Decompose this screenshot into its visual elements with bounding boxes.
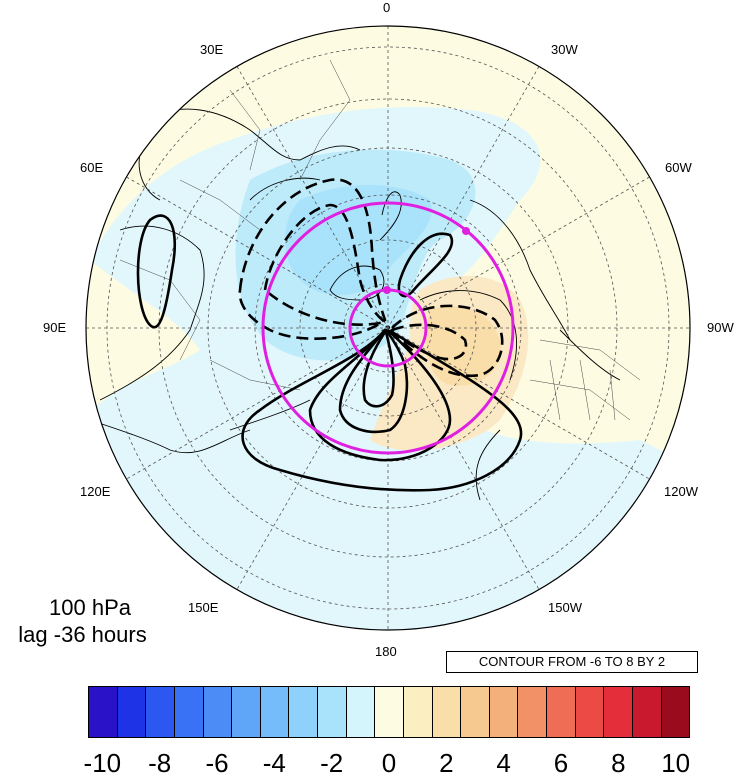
colorbar-tick-label: -4: [262, 748, 286, 778]
polar-map: -2: [85, 25, 691, 631]
highlight-outer-ring: [261, 201, 515, 455]
contour-positive-south-outer: [241, 328, 523, 492]
lon-label-90w: 90W: [707, 320, 734, 335]
contour-positive-south-core: [362, 330, 395, 408]
colorbar-tick-label: 0: [381, 748, 397, 778]
contour-info-box: CONTOUR FROM -6 TO 8 BY 2: [446, 651, 698, 673]
contour-positive-south-inner: [338, 328, 409, 434]
colorbar-swatch: [203, 687, 233, 737]
colorbar-swatch: [403, 687, 433, 737]
contour-positive-north: [397, 232, 454, 298]
lon-label-30e: 30E: [200, 42, 224, 57]
colorbar-tick-label: 4: [496, 748, 511, 778]
colorbar-swatch: [174, 687, 204, 737]
colorbar-swatch: [632, 687, 662, 737]
contour-positive-west: [136, 214, 177, 329]
colorbar-swatch: [432, 687, 462, 737]
lon-label-120e: 120E: [80, 484, 111, 499]
colorbar-swatch: [232, 687, 261, 737]
colorbar-tick-label: -8: [148, 748, 172, 778]
contour-positive-south-mid: [308, 328, 452, 462]
colorbar: [88, 686, 690, 738]
lon-label-60w: 60W: [665, 160, 692, 175]
colorbar-swatch: [318, 687, 347, 737]
lon-label-150e: 150E: [188, 600, 219, 615]
lon-label-30w: 30W: [551, 42, 578, 57]
colorbar-tick-label: 6: [553, 748, 569, 778]
coastlines: [89, 108, 621, 501]
lag-label: lag -36 hours: [18, 622, 147, 647]
colorbar-tick-label: 8: [611, 748, 626, 778]
colorbar-tick-label: 2: [439, 748, 454, 778]
colorbar-swatch: [604, 687, 633, 737]
center-contour-label: -2: [381, 324, 391, 336]
lon-label-150w: 150W: [548, 600, 582, 615]
shading-light-blue: [86, 106, 690, 630]
contour-negative-inner: [263, 203, 389, 326]
colorbar-swatch: [489, 687, 519, 737]
colorbar-swatch: [518, 687, 547, 737]
contours: [136, 178, 523, 492]
colorbar-swatch: [661, 687, 690, 737]
colorbar-tick-label: -10: [83, 748, 122, 778]
colorbar-swatch: [547, 687, 576, 737]
pressure-level-label: 100 hPa: [49, 595, 131, 620]
shading-orange-core: [426, 306, 501, 386]
colorbar-tick-label: -6: [205, 748, 229, 778]
highlight-dot-outer: [462, 227, 470, 235]
graticule: [86, 26, 690, 630]
lon-label-0: 0: [383, 0, 391, 15]
lon-label-120w: 120W: [664, 484, 698, 499]
lon-label-180: 180: [375, 644, 397, 659]
borders: [119, 59, 641, 421]
colorbar-swatch: [289, 687, 318, 737]
colorbar-swatch: [117, 687, 147, 737]
colorbar-tick-label: 10: [661, 748, 691, 778]
lon-label-60e: 60E: [80, 160, 104, 175]
colorbar-swatch: [461, 687, 490, 737]
contour-negative-outer: [238, 178, 387, 340]
colorbar-swatch: [260, 687, 290, 737]
lon-label-90e: 90E: [43, 320, 67, 335]
colorbar-swatch: [375, 687, 404, 737]
map-border: [85, 25, 691, 631]
map-disk: [86, 26, 690, 630]
colorbar-swatch: [89, 687, 118, 737]
highlight-dot-inner: [383, 286, 391, 294]
colorbar-swatch: [146, 687, 175, 737]
colorbar-swatch: [346, 687, 376, 737]
colorbar-swatch: [575, 687, 605, 737]
colorbar-tick-label: -2: [320, 748, 344, 778]
contour-negative-east: [390, 304, 504, 378]
